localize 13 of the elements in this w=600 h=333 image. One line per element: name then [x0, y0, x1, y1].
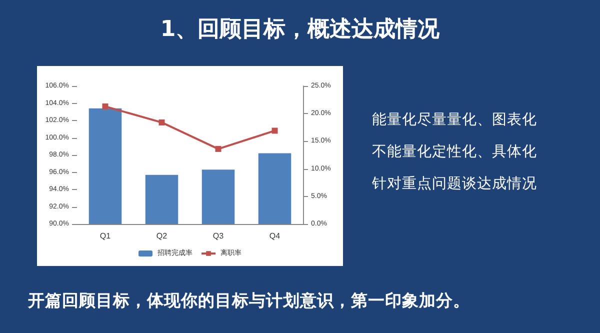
point: [272, 128, 278, 134]
text: 针对重点问题谈达成情况: [372, 175, 537, 194]
text: 开篇回顾目标，体现你的目标与计划意识，第一印象加分。: [28, 290, 470, 312]
text: 能量化尽量量化、图表化: [372, 111, 537, 130]
point: [102, 103, 108, 110]
x-tick-label: Q1: [100, 232, 112, 240]
x-tick-label: Q4: [269, 232, 281, 240]
point: [215, 146, 222, 152]
chart-title: 1、回顾目标，概述达成情况: [159, 16, 441, 44]
text: 不能量化定性化、具体化: [372, 142, 537, 162]
x-tick-label: Q2: [156, 232, 168, 240]
point: [158, 119, 165, 126]
x-tick-label: Q3: [212, 232, 224, 240]
